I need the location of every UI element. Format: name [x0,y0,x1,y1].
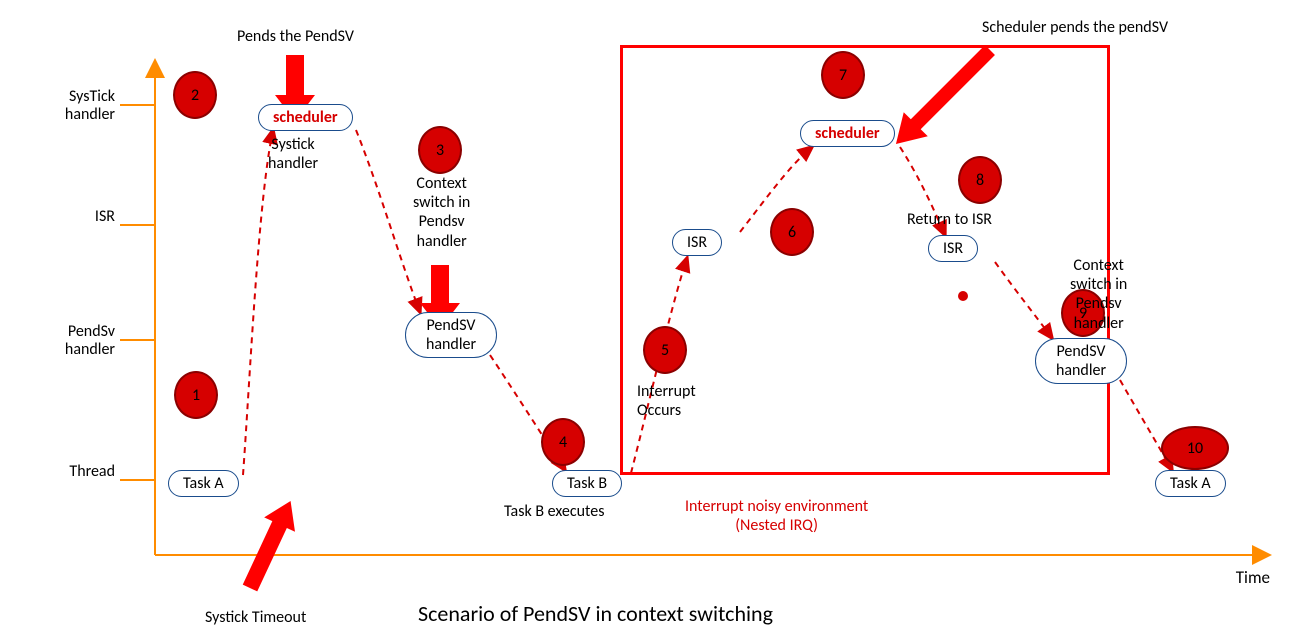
transition-sched1_to_pendsv1 [356,130,420,312]
node-scheduler-2: scheduler [800,120,895,147]
step-badge-10: 10 [1161,426,1229,470]
annotation-systick-timeout: Systick Timeout [205,608,306,627]
annotation-taskb-exec: Task B executes [504,502,604,521]
node-isr-2: ISR [928,235,978,262]
step-badge-3: 3 [418,126,462,174]
step-badge-6: 6 [770,208,814,256]
stray-dot [958,291,968,301]
node-task-b: Task B [552,470,622,497]
annotation-ctx-switch-1: Contextswitch inPendsvhandler [413,174,470,251]
step-badge-2: 2 [173,71,217,119]
step-badge-4: 4 [541,418,585,466]
annotation-scheduler-pends: Scheduler pends the pendSV [982,18,1168,37]
annotation-ctx-switch-2: Contextswitch inPendsvhandler [1070,256,1127,333]
node-task-a-2: Task A [1155,470,1226,497]
annotation-interrupt-occurs: InterruptOccurs [637,382,696,420]
y-tick-label: ISR [25,208,115,226]
step-badge-7: 7 [821,51,865,99]
annotation-systick-handler: Systickhandler [268,135,318,173]
y-tick-label: SysTickhandler [25,88,115,125]
node-scheduler-1: scheduler [258,104,353,131]
step-badge-8: 8 [958,156,1002,204]
step-badge-1: 1 [174,371,218,419]
annotation-pends-pendsv: Pends the PendSV [237,27,354,46]
node-task-a-1: Task A [168,470,239,497]
annotation-return-isr: Return to ISR [907,210,992,229]
diagram-caption: Scenario of PendSV in context switching [418,600,773,627]
node-pendsv-2: PendSVhandler [1035,338,1127,384]
transition-a_to_sched1 [243,130,273,475]
y-tick-label: PendSvhandler [25,323,115,360]
diagram-canvas: Task A scheduler PendSVhandler Task B ISR sc… [0,0,1290,642]
x-axis-label: Time [1236,567,1270,588]
node-isr-1: ISR [672,229,722,256]
node-pendsv-1: PendSVhandler [405,312,497,358]
annotation-noisy-env: Interrupt noisy environment(Nested IRQ) [685,497,868,535]
step-badge-5: 5 [643,326,687,374]
arrow-arrow_systick [235,494,306,595]
y-tick-label: Thread [25,463,115,481]
